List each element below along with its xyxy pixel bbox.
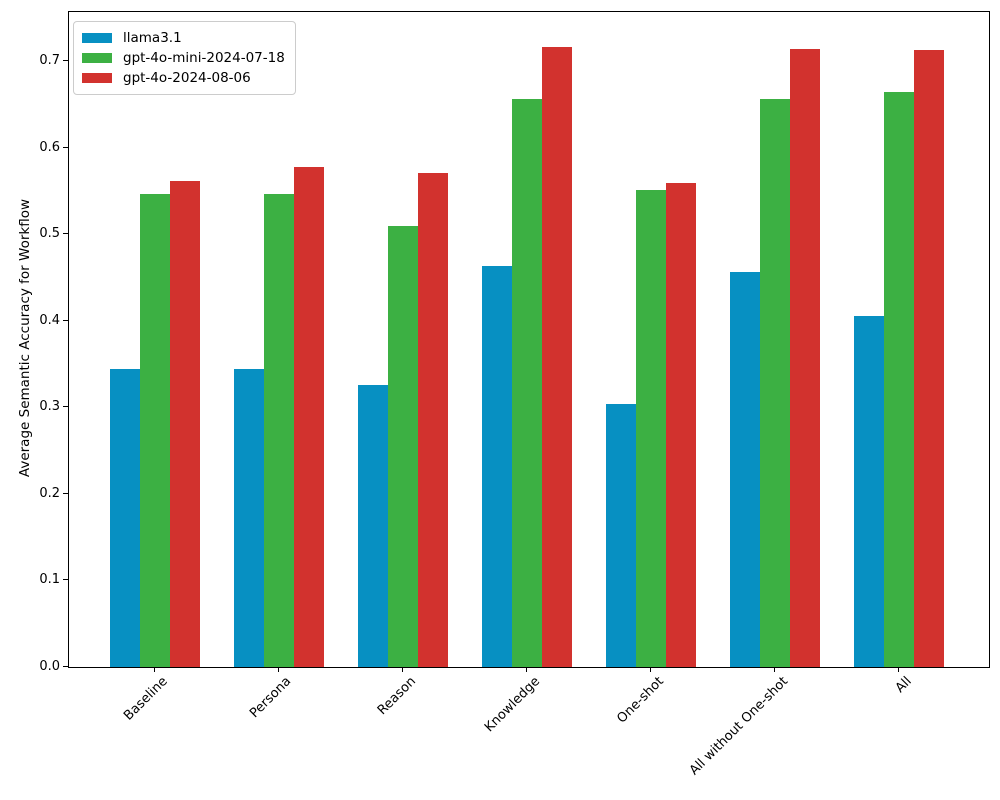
y-tick-label: 0.2 xyxy=(39,485,60,501)
y-tick-label: 0.3 xyxy=(39,399,60,415)
bar-gpt-4o-2024-08-06 xyxy=(542,46,572,667)
y-tick-label: 0.7 xyxy=(39,53,60,69)
x-tick-mark xyxy=(774,667,775,672)
x-tick-label: All without One-shot xyxy=(686,674,791,779)
x-tick-mark xyxy=(154,667,155,672)
legend-item: gpt-4o-2024-08-06 xyxy=(82,68,285,88)
bar-gpt-4o-mini-2024-07-18 xyxy=(636,190,666,667)
y-tick-mark xyxy=(63,146,68,148)
x-tick-label: All xyxy=(892,674,915,697)
bar-gpt-4o-mini-2024-07-18 xyxy=(264,193,294,667)
legend-swatch-icon xyxy=(82,53,112,63)
x-tick-mark xyxy=(402,667,403,672)
bar-gpt-4o-2024-08-06 xyxy=(790,49,820,667)
legend-item: gpt-4o-mini-2024-07-18 xyxy=(82,48,285,68)
x-tick-mark xyxy=(650,667,651,672)
bar-llama3.1 xyxy=(110,368,140,667)
bar-gpt-4o-2024-08-06 xyxy=(914,50,944,667)
bar-llama3.1 xyxy=(234,368,264,667)
y-tick-label: 0.0 xyxy=(39,659,60,674)
y-tick-mark xyxy=(63,492,68,494)
legend: llama3.1 gpt-4o-mini-2024-07-18 gpt-4o-2… xyxy=(73,21,296,95)
y-tick-label: 0.4 xyxy=(39,312,60,328)
x-tick-label: One-shot xyxy=(614,674,667,727)
bar-llama3.1 xyxy=(482,265,512,667)
y-tick-label: 0.1 xyxy=(39,572,60,588)
y-axis-label-wrap: Average Semantic Accuracy for Workflow xyxy=(12,11,38,666)
legend-label: llama3.1 xyxy=(123,30,182,46)
y-tick-mark xyxy=(63,233,68,235)
legend-item: llama3.1 xyxy=(82,28,285,48)
x-tick-mark xyxy=(526,667,527,672)
legend-swatch-icon xyxy=(82,73,112,83)
legend-label: gpt-4o-2024-08-06 xyxy=(123,70,251,86)
x-tick-label: Baseline xyxy=(121,674,171,724)
y-tick-label: 0.5 xyxy=(39,226,60,242)
y-tick-mark xyxy=(63,319,68,321)
y-tick-mark xyxy=(63,406,68,408)
bar-gpt-4o-mini-2024-07-18 xyxy=(512,99,542,667)
bar-gpt-4o-2024-08-06 xyxy=(170,180,200,667)
y-tick-label: 0.6 xyxy=(39,139,60,155)
y-axis-label: Average Semantic Accuracy for Workflow xyxy=(17,199,33,478)
bar-gpt-4o-mini-2024-07-18 xyxy=(884,92,914,667)
bar-gpt-4o-2024-08-06 xyxy=(294,166,324,667)
x-tick-label: Knowledge xyxy=(481,674,543,736)
bar-llama3.1 xyxy=(854,315,884,667)
legend-label: gpt-4o-mini-2024-07-18 xyxy=(123,50,285,66)
bar-llama3.1 xyxy=(358,384,388,667)
y-tick-mark xyxy=(63,60,68,62)
y-tick-mark xyxy=(63,579,68,581)
plot-area xyxy=(68,11,990,668)
x-tick-label: Persona xyxy=(247,674,295,722)
legend-swatch-icon xyxy=(82,33,112,43)
bar-gpt-4o-mini-2024-07-18 xyxy=(760,99,790,667)
y-tick-mark xyxy=(63,666,68,667)
x-tick-mark xyxy=(898,667,899,672)
bar-llama3.1 xyxy=(730,272,760,667)
bar-gpt-4o-mini-2024-07-18 xyxy=(140,193,170,667)
x-tick-label: Reason xyxy=(374,674,419,719)
bar-llama3.1 xyxy=(606,403,636,667)
bar-gpt-4o-2024-08-06 xyxy=(418,172,448,667)
x-tick-mark xyxy=(278,667,279,672)
bar-gpt-4o-mini-2024-07-18 xyxy=(388,225,418,667)
bar-gpt-4o-2024-08-06 xyxy=(666,183,696,667)
